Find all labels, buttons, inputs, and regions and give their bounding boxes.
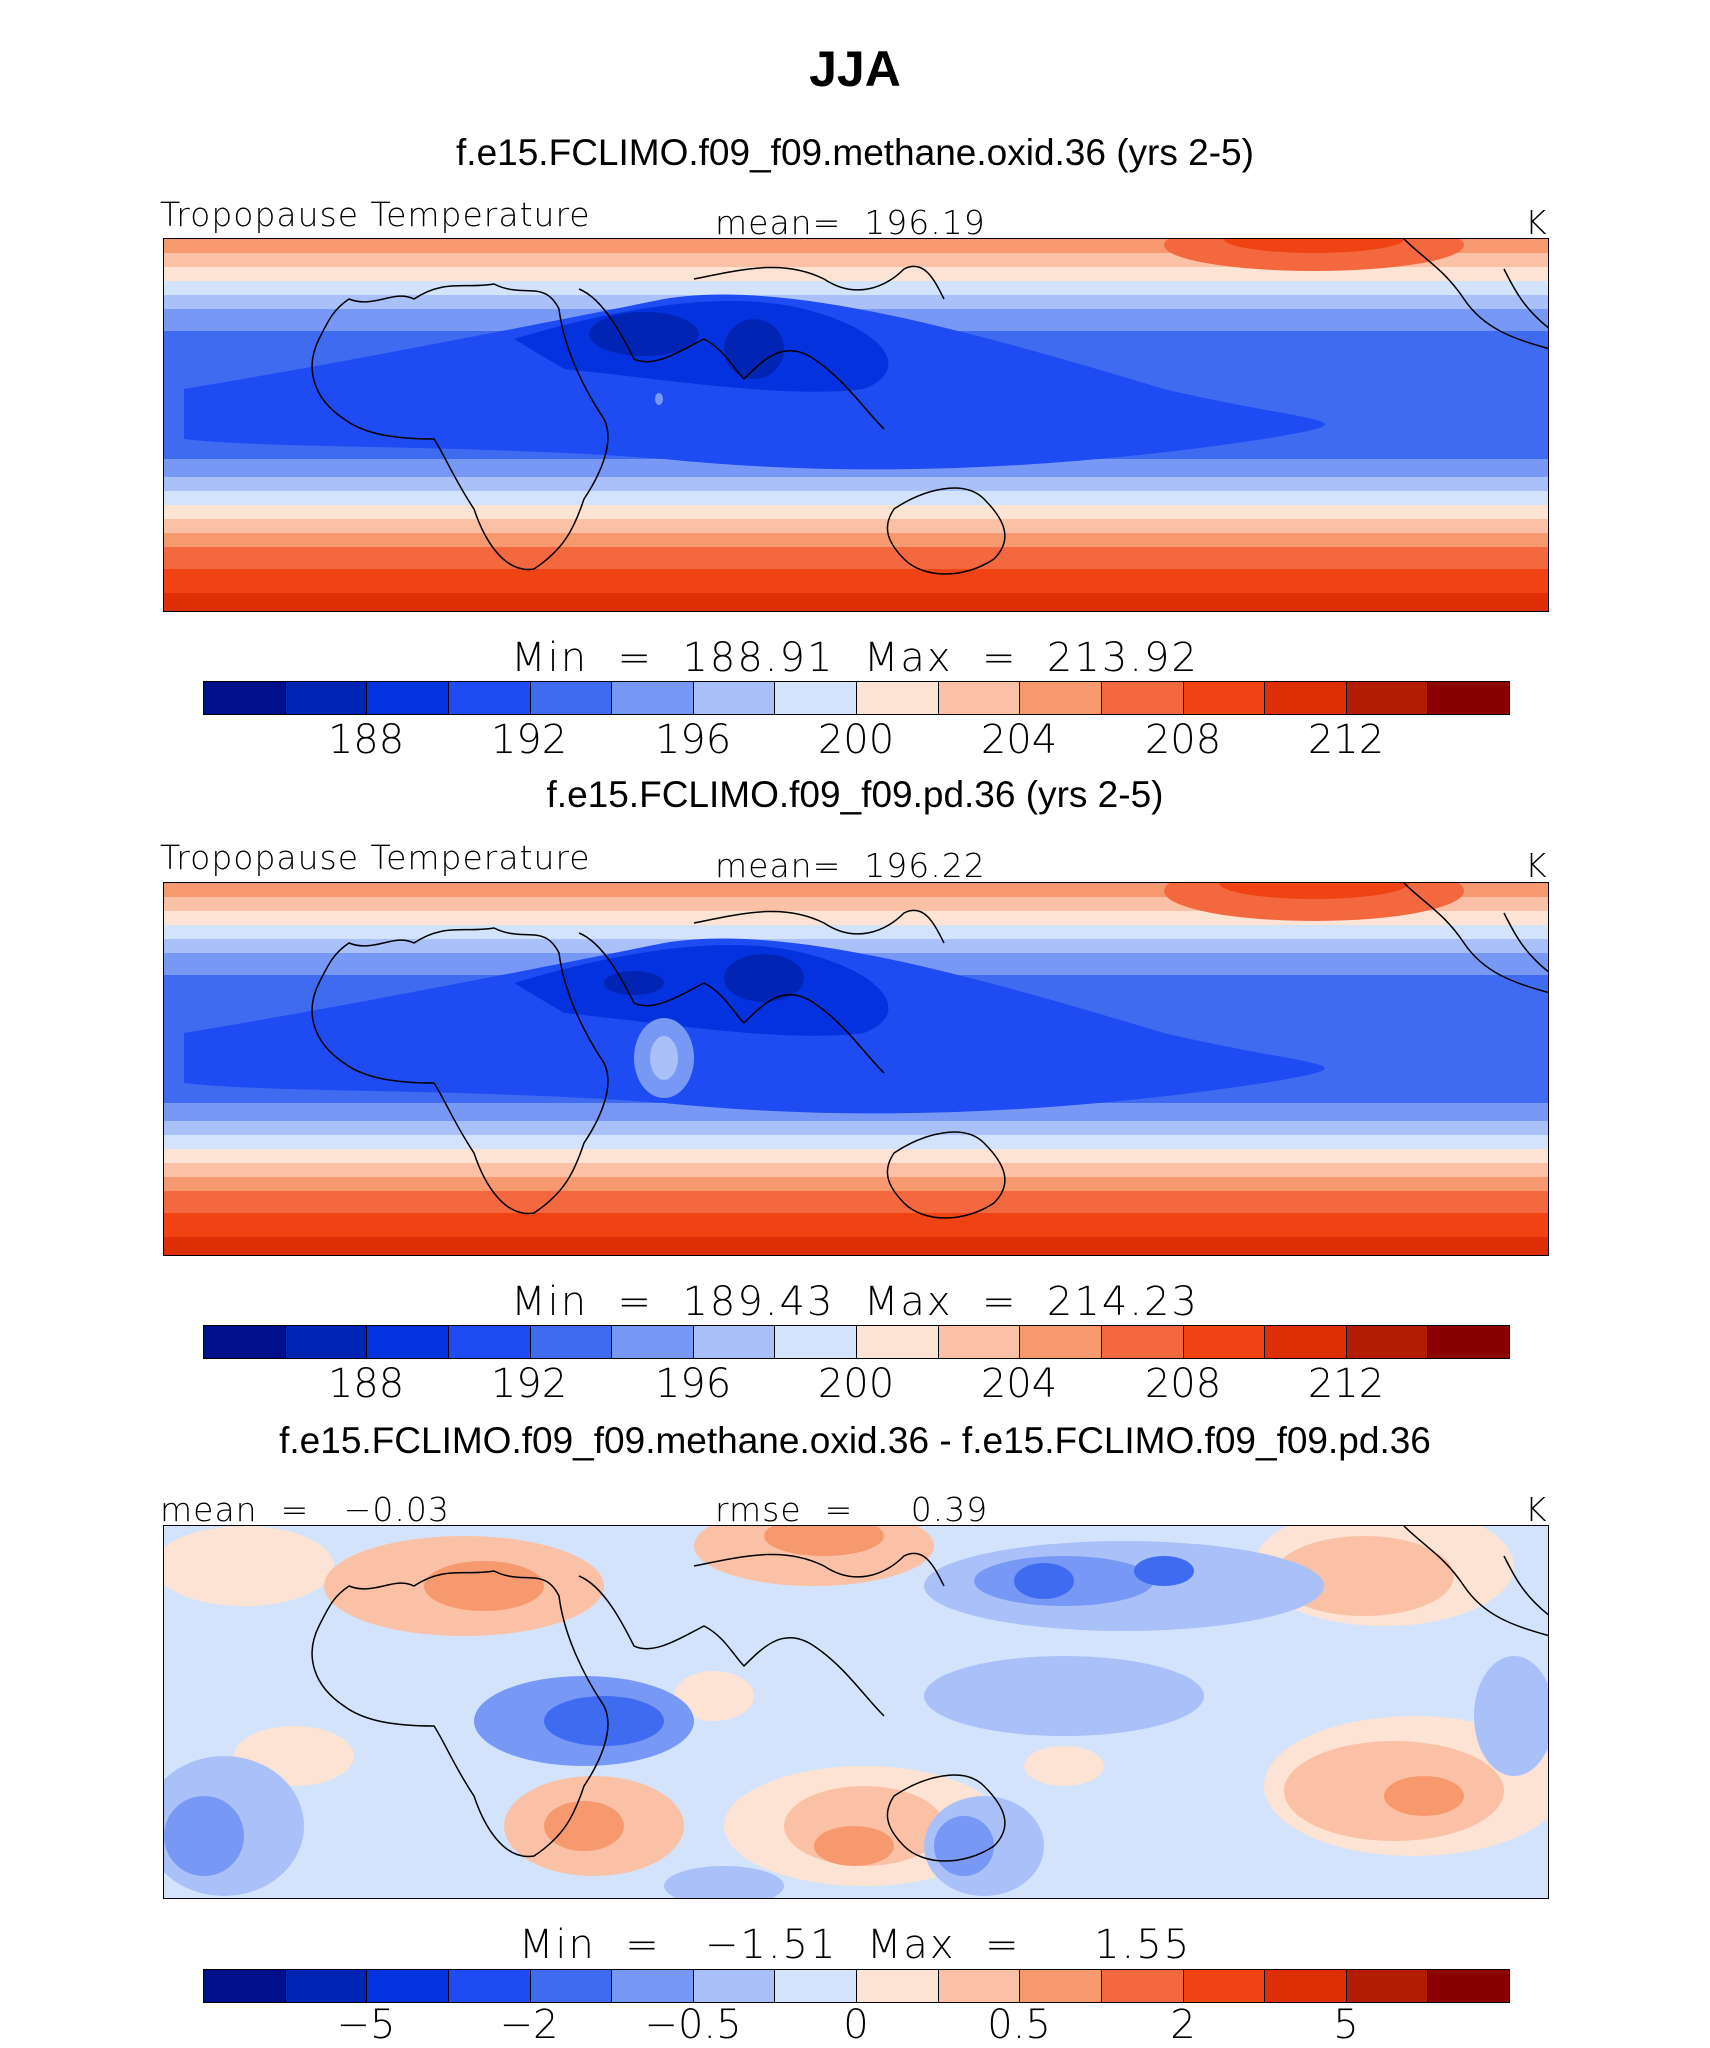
colorbar-swatch: [204, 1970, 286, 2002]
panel-2-colorbar-tick: 200: [817, 1361, 895, 1407]
panel-2-colorbar-tick: 192: [490, 1361, 568, 1407]
colorbar-swatch: [938, 1970, 1021, 2002]
colorbar-swatch: [857, 682, 939, 714]
colorbar-swatch: [1183, 1326, 1266, 1358]
panel-1-variable-label: Tropopause Temperature: [160, 195, 591, 234]
panel-2-units-label: K: [1525, 846, 1548, 885]
colorbar-swatch: [285, 682, 368, 714]
colorbar-swatch: [693, 1970, 776, 2002]
panel-3-case-title: f.e15.FCLIMO.f09_f09.methane.oxid.36 - f…: [279, 1420, 1431, 1461]
tropopause-temperature-map-methane-oxid: [163, 238, 1549, 612]
colorbar-swatch: [367, 1970, 449, 2002]
panel-3-map-svg: [164, 1526, 1548, 1898]
panel-3-mean-label: mean = −0.03: [160, 1490, 450, 1529]
colorbar-swatch: [938, 1326, 1021, 1358]
colorbar-swatch: [204, 682, 286, 714]
panel-2-mean-label: mean= 196.22: [715, 846, 986, 885]
panel-1-case-title: f.e15.FCLIMO.f09_f09.methane.oxid.36 (yr…: [456, 132, 1254, 173]
colorbar-swatch: [448, 1326, 531, 1358]
colorbar-swatch: [1346, 1970, 1429, 2002]
panel-1-colorbar-tick: 212: [1307, 717, 1385, 763]
panel-2-colorbar-tick: 204: [980, 1361, 1058, 1407]
panel-1-units-label: K: [1525, 203, 1548, 242]
figure-title: JJA: [809, 41, 901, 97]
colorbar-swatch: [367, 682, 449, 714]
panel-3-colorbar-tick: −5: [336, 2002, 396, 2048]
panel-1-mean-label: mean= 196.19: [715, 203, 986, 242]
colorbar-swatch: [693, 682, 776, 714]
colorbar-swatch: [1101, 1970, 1184, 2002]
colorbar-swatch: [1265, 1326, 1347, 1358]
panel-2-colorbar-tick: 212: [1307, 1361, 1385, 1407]
colorbar-swatch: [285, 1970, 368, 2002]
colorbar-swatch: [1428, 1326, 1509, 1358]
colorbar-swatch: [612, 682, 694, 714]
panel-2-variable-label: Tropopause Temperature: [160, 838, 591, 877]
panel-3-colorbar-tick: 0: [843, 2002, 869, 2048]
difference-map: [163, 1525, 1549, 1899]
panel-3-colorbar-tick: −2: [499, 2002, 559, 2048]
colorbar-swatch: [1265, 682, 1347, 714]
panel-2-colorbar-tick: 208: [1144, 1361, 1222, 1407]
colorbar-swatch: [1265, 1970, 1347, 2002]
panel-2-coastlines: [311, 883, 1548, 1219]
panel-3-coastlines: [311, 1526, 1548, 1862]
colorbar-swatch: [1101, 682, 1184, 714]
panel-1-colorbar-tick: 208: [1144, 717, 1222, 763]
colorbar-swatch: [204, 1326, 286, 1358]
panel-1-colorbar-tick: 200: [817, 717, 895, 763]
panel-2-colorbar: [203, 1325, 1510, 1359]
colorbar-swatch: [1183, 1970, 1266, 2002]
panel-1-colorbar-tick: 204: [980, 717, 1058, 763]
panel-3-colorbar-tick: 5: [1333, 2002, 1359, 2048]
colorbar-swatch: [1428, 1970, 1509, 2002]
colorbar-swatch: [530, 682, 613, 714]
panel-1-colorbar-tick: 192: [490, 717, 568, 763]
panel-2-colorbar-tick: 196: [654, 1361, 732, 1407]
colorbar-swatch: [857, 1326, 939, 1358]
panel-1-colorbar-tick: 196: [654, 717, 732, 763]
colorbar-swatch: [938, 682, 1021, 714]
panel-2-min-max: Min = 189.43 Max = 214.23: [511, 1279, 1199, 1325]
tropopause-temperature-map-pd: [163, 882, 1549, 1256]
colorbar-swatch: [693, 1326, 776, 1358]
colorbar-swatch: [1183, 682, 1266, 714]
panel-3-colorbar-tick: −0.5: [644, 2002, 742, 2048]
colorbar-swatch: [1020, 1970, 1102, 2002]
panel-1-colorbar-tick: 188: [327, 717, 405, 763]
colorbar-swatch: [775, 682, 857, 714]
colorbar-swatch: [775, 1970, 857, 2002]
colorbar-swatch: [612, 1326, 694, 1358]
colorbar-swatch: [367, 1326, 449, 1358]
panel-2-case-title: f.e15.FCLIMO.f09_f09.pd.36 (yrs 2-5): [546, 774, 1164, 815]
colorbar-swatch: [448, 682, 531, 714]
colorbar-swatch: [1020, 1326, 1102, 1358]
colorbar-swatch: [530, 1970, 613, 2002]
panel-3-min-max: Min = −1.51 Max = 1.55: [518, 1922, 1192, 1968]
panel-1-min-max: Min = 188.91 Max = 213.92: [511, 635, 1199, 681]
colorbar-swatch: [448, 1970, 531, 2002]
panel-3-units-label: K: [1525, 1490, 1548, 1529]
colorbar-swatch: [857, 1970, 939, 2002]
panel-1-colorbar: [203, 681, 1510, 715]
panel-3-colorbar-tick: 0.5: [987, 2002, 1051, 2048]
panel-1-coastlines: [311, 239, 1548, 575]
colorbar-swatch: [612, 1970, 694, 2002]
colorbar-swatch: [1101, 1326, 1184, 1358]
colorbar-swatch: [1346, 682, 1429, 714]
colorbar-swatch: [1020, 682, 1102, 714]
colorbar-swatch: [775, 1326, 857, 1358]
colorbar-swatch: [530, 1326, 613, 1358]
panel-2-colorbar-tick: 188: [327, 1361, 405, 1407]
colorbar-swatch: [1346, 1326, 1429, 1358]
panel-3-colorbar-tick: 2: [1170, 2002, 1196, 2048]
colorbar-swatch: [285, 1326, 368, 1358]
panel-2-map-svg: [164, 883, 1548, 1255]
colorbar-swatch: [1428, 682, 1509, 714]
panel-1-map-svg: [164, 239, 1548, 611]
panel-3-rmse-label: rmse = 0.39: [715, 1490, 989, 1529]
panel-3-colorbar: [203, 1969, 1510, 2003]
